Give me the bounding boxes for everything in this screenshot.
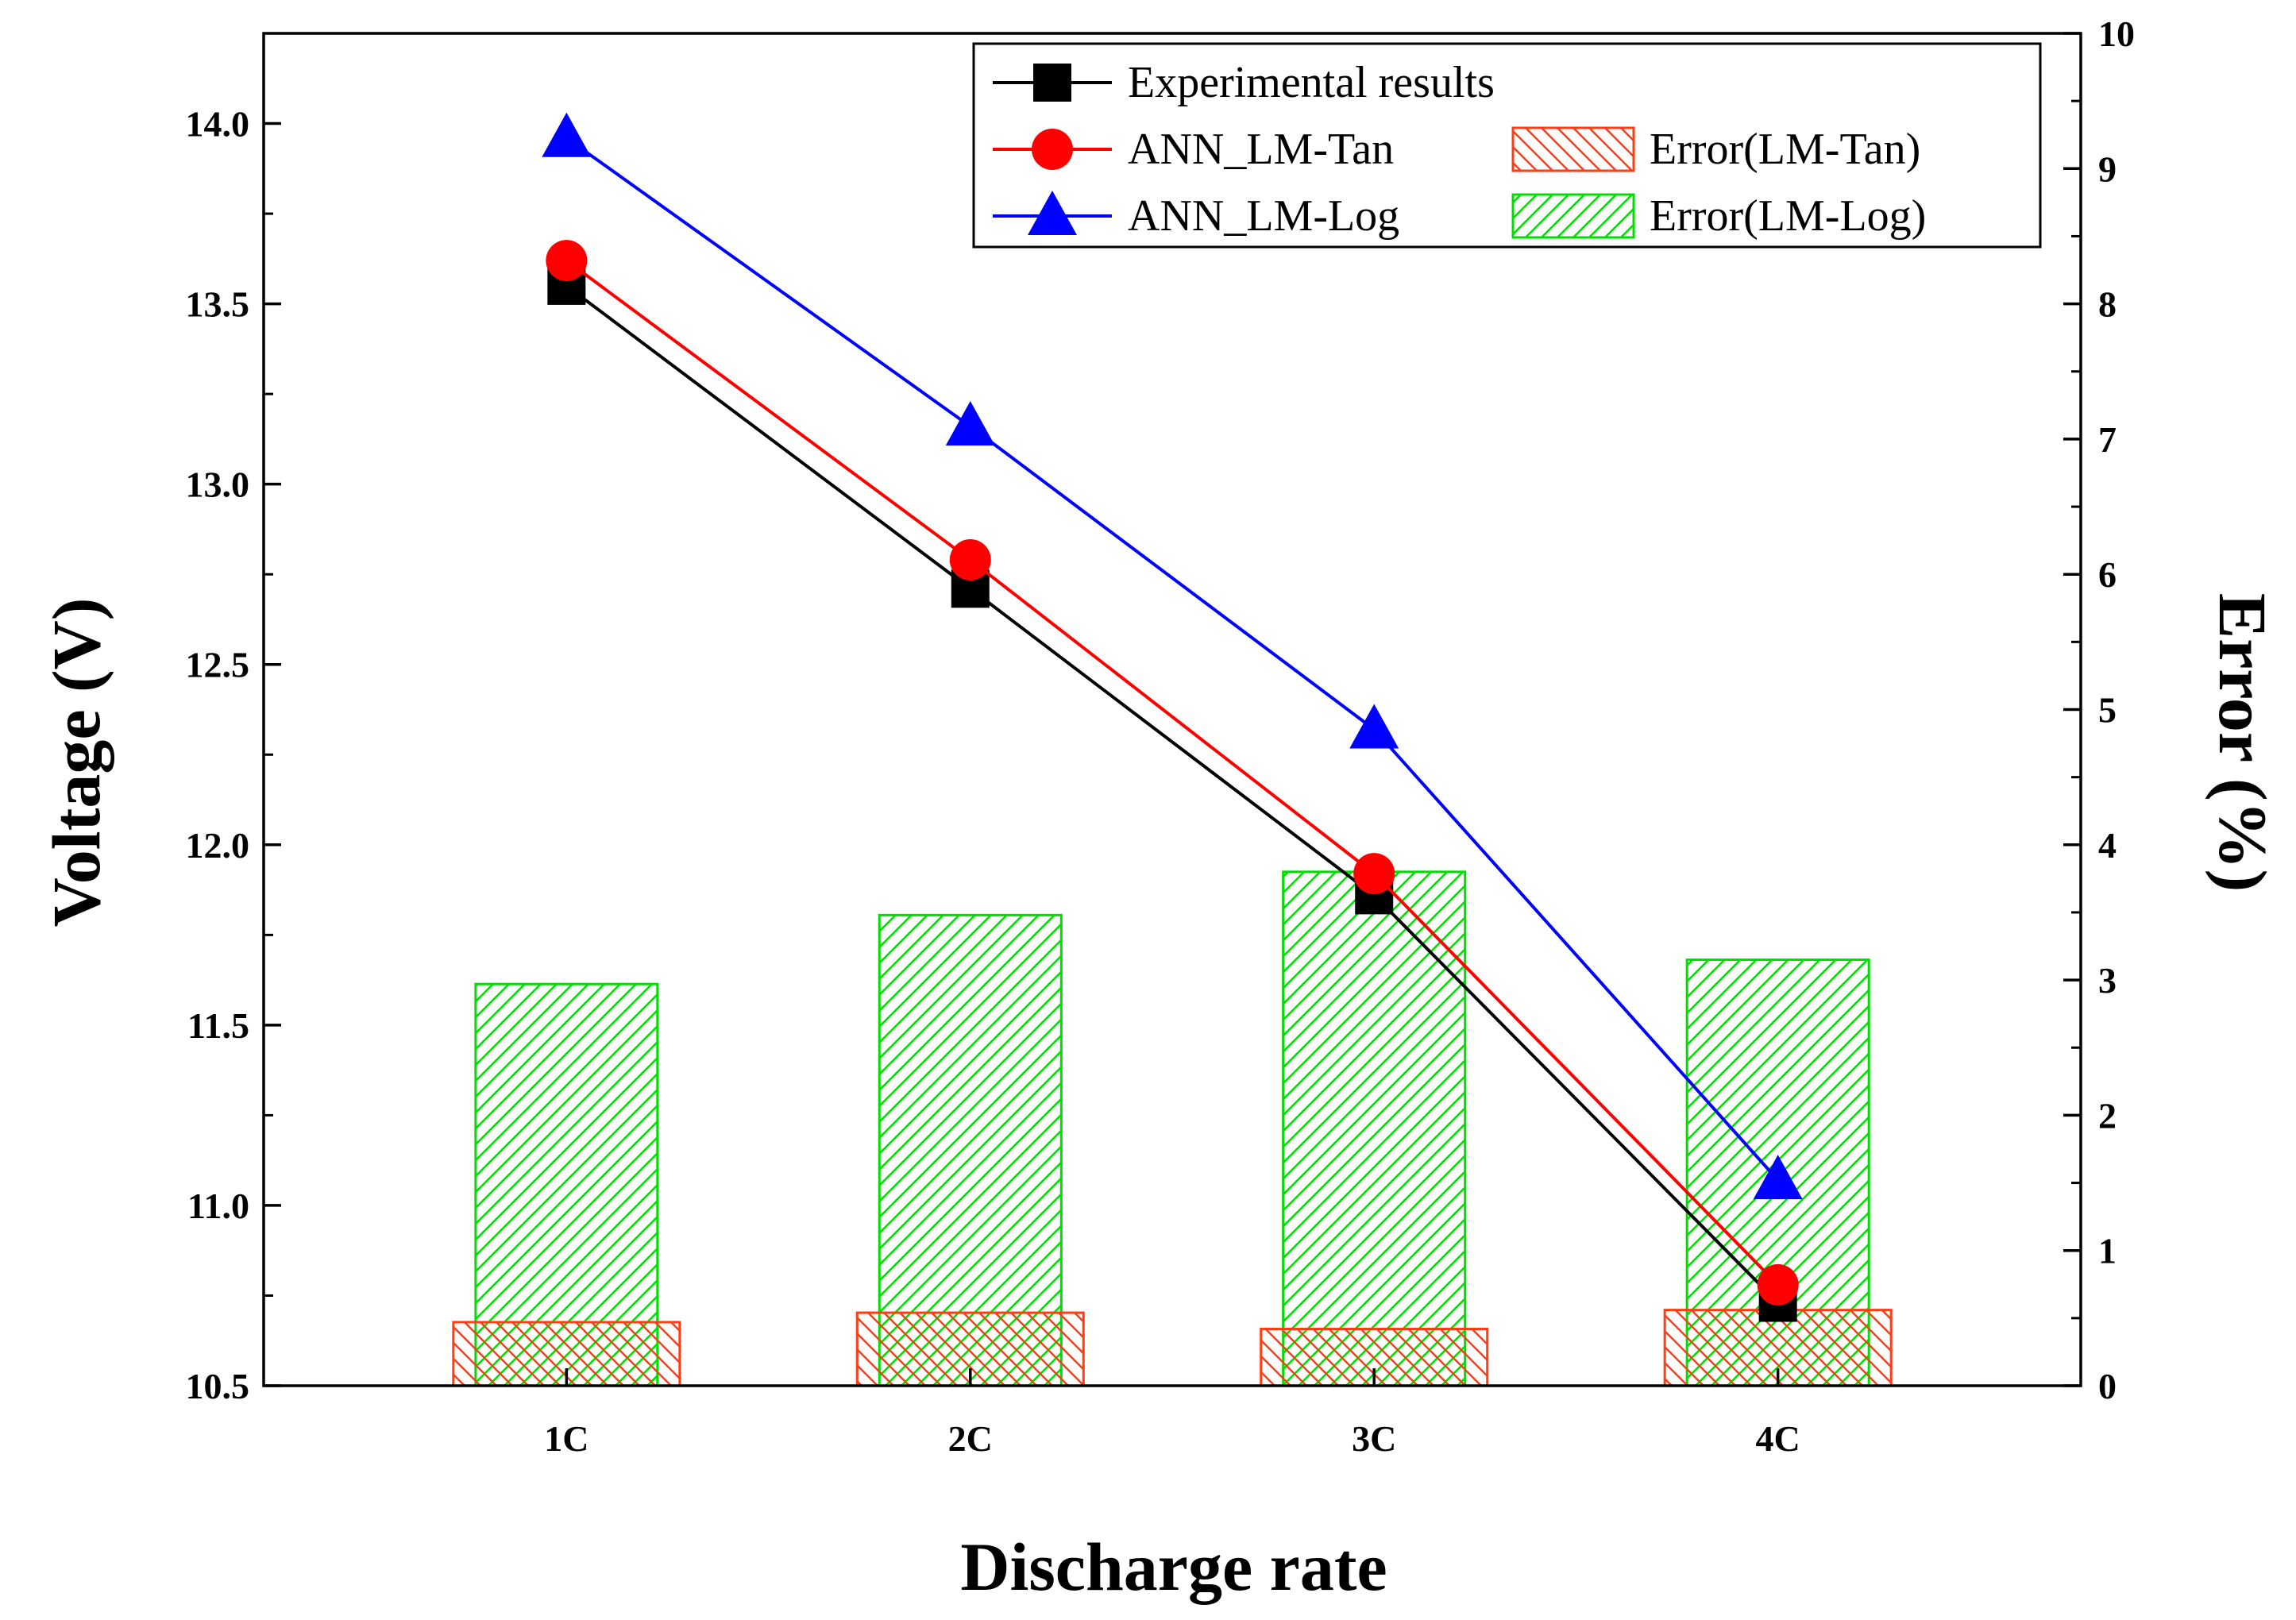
x-tick-label: 3C [1352,1418,1396,1459]
y-tick-label: 12.5 [186,645,250,685]
x-axis-title: Discharge rate [960,1529,1387,1605]
bar-error-lm-log [878,913,1063,1387]
legend-marker-1 [1032,129,1073,170]
y2-tick-label: 8 [2098,284,2117,325]
point-ann-lm-log [945,401,995,446]
point-ann-lm-log [1349,704,1399,749]
legend: Experimental results ANN_LM-Tan ANN_LM-Log… [972,42,2042,249]
bar-error-lm-log [1282,870,1467,1387]
y2-tick-label: 6 [2098,554,2117,595]
y-axis-title: Voltage (V) [38,598,114,928]
x-tick-label: 1C [544,1418,588,1459]
y2-tick-label: 2 [2098,1095,2117,1136]
y2-tick-label: 7 [2098,419,2117,460]
y-tick-label: 11.0 [187,1186,249,1226]
series-line-experimental-results [565,284,1780,1304]
y2-tick-label: 4 [2098,825,2117,866]
x-tick-label: 2C [948,1418,993,1459]
legend-marker-2 [1028,191,1077,235]
series-line-ann-lm-tan [565,259,1780,1286]
y-tick-label: 12.0 [186,825,250,866]
legend-label: Experimental results [1128,58,1495,107]
legend-label: Error(LM-Tan) [1650,125,1920,174]
point-ann-lm-tan [1757,1263,1799,1306]
error-bars [452,870,1893,1387]
y-tick-label: 13.5 [186,284,250,325]
y2-tick-label: 3 [2098,960,2117,1001]
legend-swatch-0 [1511,126,1635,172]
y-tick-label: 13.0 [186,465,250,505]
y2-tick-label: 1 [2098,1231,2117,1271]
legend-marker-0 [1033,64,1071,102]
legend-frame [972,42,2042,249]
point-ann-lm-log [1753,1155,1803,1200]
legend-swatch-1 [1511,193,1635,239]
bar-error-lm-log [474,982,659,1387]
point-ann-lm-tan [949,539,991,581]
y2-tick-label: 10 [2098,14,2135,54]
point-ann-lm-log [542,112,592,157]
legend-label: ANN_LM-Tan [1128,125,1394,174]
y-tick-label: 10.5 [186,1366,250,1406]
series-line-ann-lm-log [565,137,1780,1182]
y2-tick-label: 0 [2098,1366,2117,1406]
legend-label: ANN_LM-Log [1128,191,1399,241]
y2-tick-label: 9 [2098,148,2117,189]
y-tick-label: 11.5 [187,1005,249,1046]
point-ann-lm-tan [546,240,588,282]
y2-tick-label: 5 [2098,690,2117,731]
legend-label: Error(LM-Log) [1650,191,1926,241]
x-tick-label: 4C [1756,1418,1800,1459]
y-tick-label: 14.0 [186,104,250,145]
point-ann-lm-tan [1353,853,1395,895]
voltage-lines [542,112,1803,1322]
y2-axis-title: Error (%) [2205,593,2281,893]
